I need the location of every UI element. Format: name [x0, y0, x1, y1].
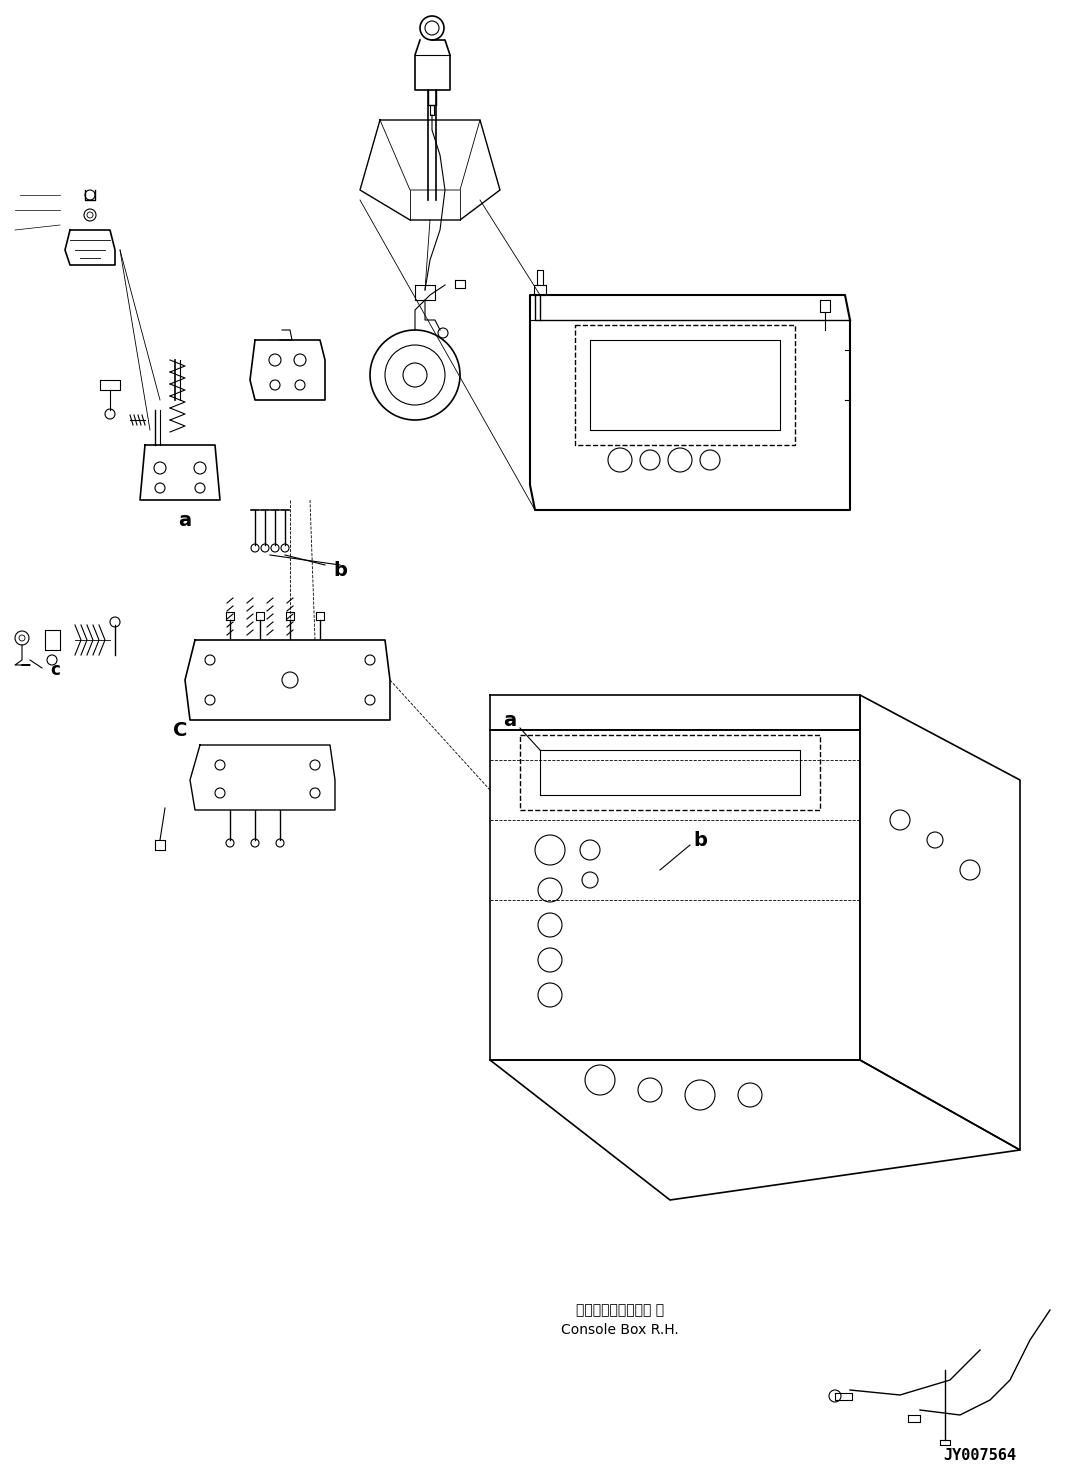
- Text: Console Box R.H.: Console Box R.H.: [561, 1323, 679, 1337]
- Text: コンソールボックス 右: コンソールボックス 右: [576, 1304, 664, 1317]
- Text: a: a: [503, 710, 517, 729]
- Text: b: b: [693, 831, 707, 850]
- Text: a: a: [178, 511, 191, 529]
- Text: JY007564: JY007564: [944, 1448, 1017, 1463]
- Text: c: c: [51, 661, 60, 679]
- Text: b: b: [333, 561, 347, 579]
- Text: C: C: [173, 720, 187, 739]
